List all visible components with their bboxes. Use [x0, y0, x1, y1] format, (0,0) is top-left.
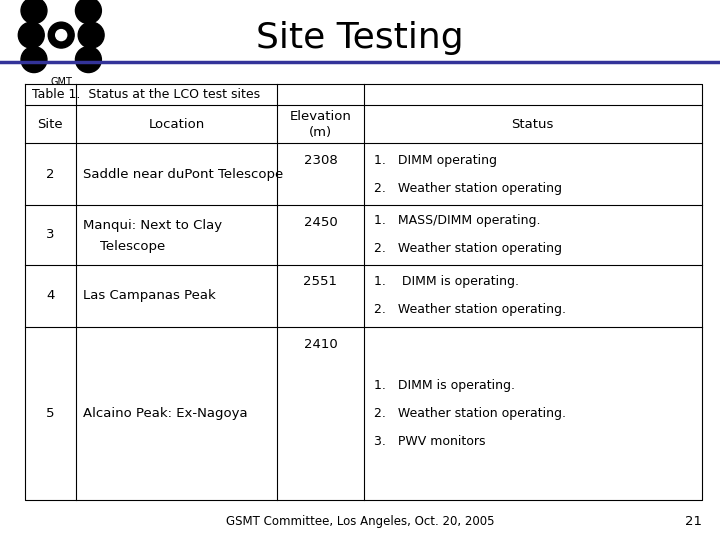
Text: GMT: GMT	[50, 77, 72, 86]
Text: 2: 2	[46, 167, 55, 181]
Text: Manqui: Next to Clay: Manqui: Next to Clay	[83, 219, 222, 232]
Text: 2410: 2410	[304, 338, 337, 350]
Text: 2.   Weather station operating.: 2. Weather station operating.	[374, 303, 567, 316]
Text: Location: Location	[148, 118, 204, 131]
Ellipse shape	[78, 22, 104, 48]
Text: 1.   MASS/DIMM operating.: 1. MASS/DIMM operating.	[374, 214, 541, 227]
Text: Saddle near duPont Telescope: Saddle near duPont Telescope	[83, 167, 283, 181]
Text: 3: 3	[46, 228, 55, 241]
Text: GSMT Committee, Los Angeles, Oct. 20, 2005: GSMT Committee, Los Angeles, Oct. 20, 20…	[226, 515, 494, 528]
Ellipse shape	[55, 30, 67, 40]
Text: 4: 4	[46, 289, 55, 302]
Text: Alcaino Peak: Ex-Nagoya: Alcaino Peak: Ex-Nagoya	[83, 407, 248, 420]
Text: 2551: 2551	[303, 275, 338, 288]
Text: 2.   Weather station operating: 2. Weather station operating	[374, 242, 562, 255]
Text: 2.   Weather station operating.: 2. Weather station operating.	[374, 407, 567, 420]
Text: Table 1.  Status at the LCO test sites: Table 1. Status at the LCO test sites	[32, 88, 261, 101]
Text: Telescope: Telescope	[83, 240, 165, 253]
Text: 1.   DIMM operating: 1. DIMM operating	[374, 153, 498, 167]
Text: 3.   PWV monitors: 3. PWV monitors	[374, 435, 486, 448]
Text: 1.   DIMM is operating.: 1. DIMM is operating.	[374, 379, 516, 392]
Text: Site Testing: Site Testing	[256, 21, 464, 55]
Ellipse shape	[21, 46, 47, 72]
Ellipse shape	[76, 46, 102, 72]
Text: Las Campanas Peak: Las Campanas Peak	[83, 289, 215, 302]
Text: Elevation
(m): Elevation (m)	[289, 110, 351, 139]
Text: 2450: 2450	[304, 216, 337, 229]
Text: 21: 21	[685, 515, 702, 528]
Ellipse shape	[76, 0, 102, 24]
Text: Site: Site	[37, 118, 63, 131]
Ellipse shape	[48, 22, 74, 48]
Text: 1.    DIMM is operating.: 1. DIMM is operating.	[374, 275, 519, 288]
Text: 2.   Weather station operating: 2. Weather station operating	[374, 181, 562, 195]
Ellipse shape	[21, 0, 47, 24]
Text: 2308: 2308	[304, 154, 337, 167]
Text: Status: Status	[512, 118, 554, 131]
Text: 5: 5	[46, 407, 55, 420]
Ellipse shape	[18, 22, 44, 48]
